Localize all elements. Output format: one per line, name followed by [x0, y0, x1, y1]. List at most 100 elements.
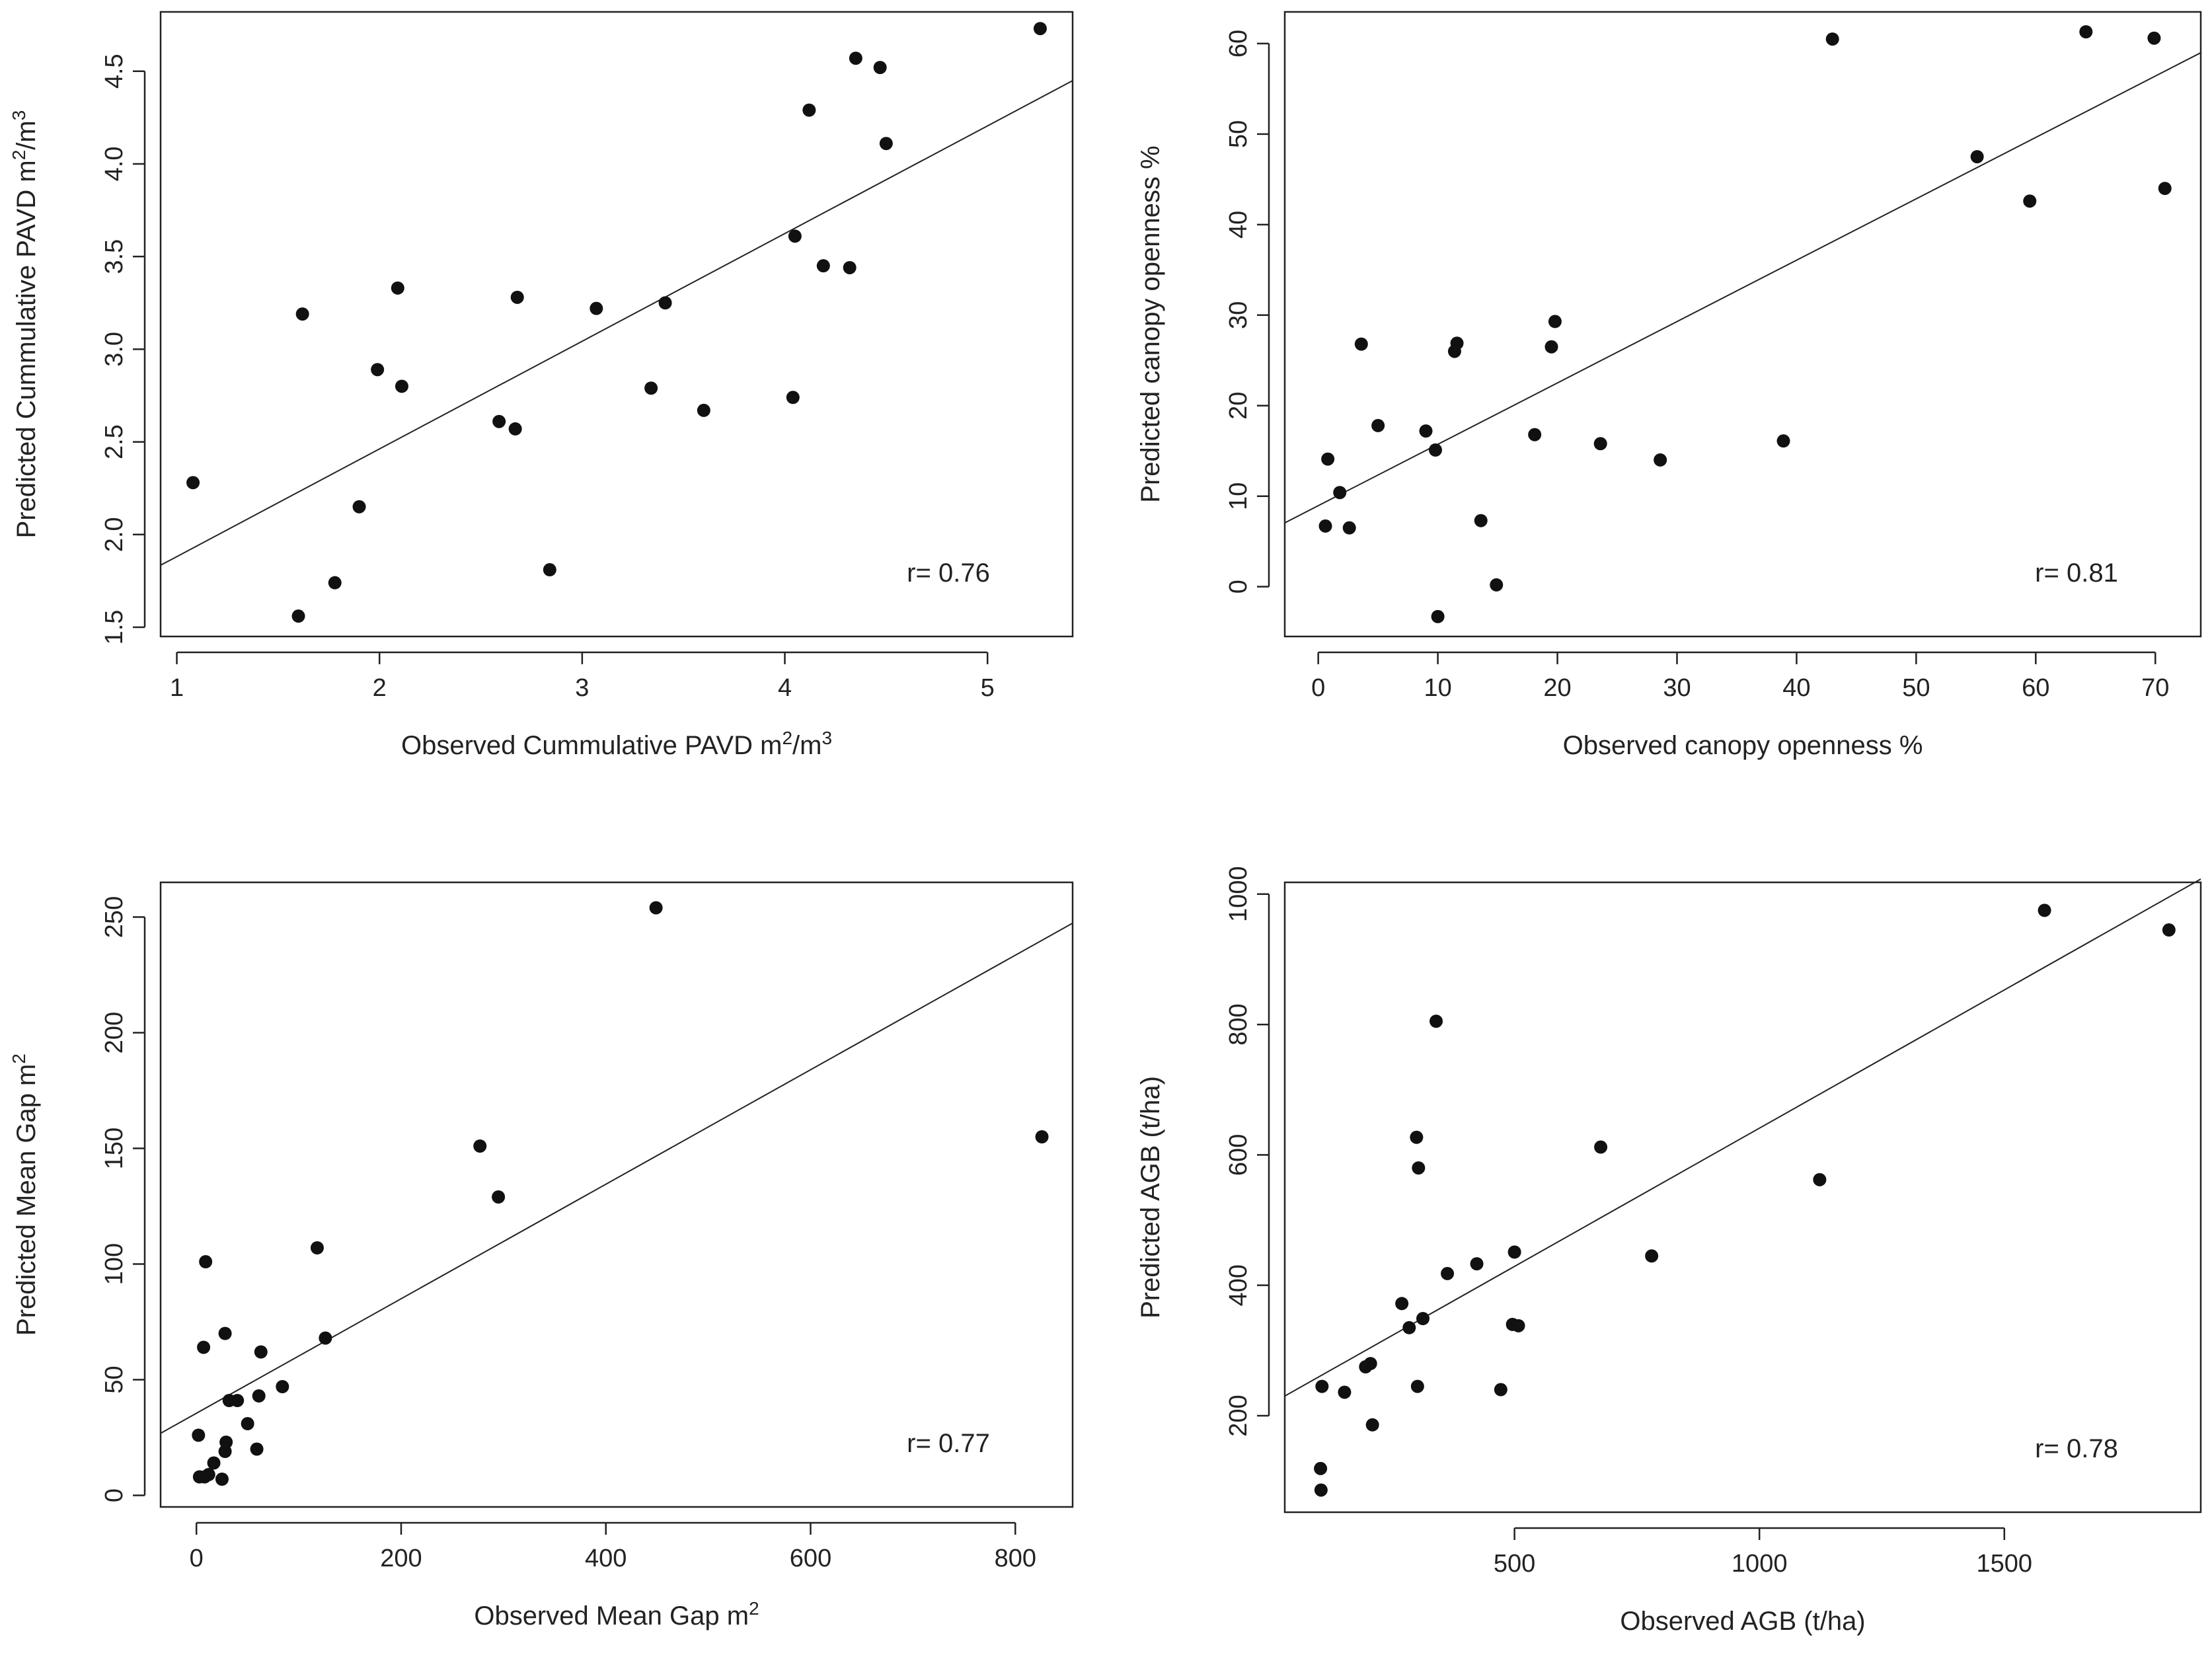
x-tick-label: 30	[1663, 674, 1691, 702]
data-point	[873, 61, 887, 75]
y-axis-label: Predicted AGB (t/ha)	[1136, 1076, 1165, 1319]
x-axis-label-text: Observed Cummulative PAVD m	[401, 731, 782, 760]
x-tick-label: 0	[1311, 674, 1325, 702]
x-tick-label: 40	[1782, 674, 1810, 702]
data-point	[816, 259, 830, 273]
data-point	[207, 1456, 221, 1470]
data-point	[788, 229, 802, 243]
plot-frame	[159, 881, 1074, 1508]
y-tick-label: 800	[1225, 1003, 1252, 1045]
data-point	[199, 1255, 213, 1268]
data-point	[508, 422, 522, 436]
data-point	[254, 1345, 268, 1359]
data-point	[473, 1139, 487, 1153]
data-point	[1528, 428, 1542, 442]
data-point	[1545, 340, 1558, 354]
x-tick-label: 50	[1902, 674, 1930, 702]
y-tick-label: 1.5	[100, 610, 128, 645]
plot-frame	[1283, 881, 2202, 1514]
y-tick-label: 600	[1225, 1134, 1252, 1176]
data-point	[649, 901, 663, 915]
y-tick-label: 0	[1225, 580, 1252, 594]
correlation-label: r= 0.81	[2035, 558, 2118, 588]
data-point	[1654, 453, 1667, 467]
data-point	[1507, 1245, 1521, 1259]
data-point	[1970, 150, 1984, 164]
x-tick-label: 600	[790, 1545, 831, 1572]
y-tick-label: 250	[100, 896, 128, 938]
chart-panel-mean-gap: 0 50 100 150 200 250 0 200 400 600 800 r= 0.77 Ob…	[9, 881, 1074, 1631]
chart-panel-canopy-openness: 0 10 20 30 40 50 60 0 10 20 30 40 50 60 70 r= 0.81 Ob…	[1136, 11, 2202, 760]
y-tick-label: 1000	[1225, 866, 1252, 922]
data-point	[1338, 1385, 1352, 1399]
data-point	[1441, 1266, 1455, 1280]
y-tick-label: 200	[100, 1012, 128, 1054]
data-point	[697, 403, 710, 417]
data-point	[1412, 1161, 1426, 1175]
data-point	[218, 1326, 232, 1340]
data-point	[310, 1241, 324, 1254]
data-point	[1813, 1172, 1827, 1186]
data-point	[1363, 1357, 1377, 1371]
y-tick-label: 60	[1225, 30, 1252, 58]
data-point	[1430, 1015, 1443, 1028]
x-tick-label: 1500	[1977, 1550, 2033, 1578]
data-point	[2147, 31, 2161, 45]
x-tick-label: 60	[2022, 674, 2049, 702]
y-axis-label-text: Predicted Mean Gap m	[12, 1064, 41, 1336]
y-tick-label: 50	[100, 1365, 128, 1393]
data-point	[492, 1190, 506, 1204]
y-tick-label: 0	[100, 1488, 128, 1502]
data-points	[192, 901, 1049, 1486]
y-axis: 0 10 20 30 40 50 60	[1225, 30, 1270, 594]
data-point	[252, 1389, 266, 1403]
data-point	[1035, 1130, 1049, 1143]
data-point	[510, 290, 524, 304]
x-axis-label-text: Observed Mean Gap m	[474, 1601, 749, 1631]
data-point	[879, 137, 893, 151]
chart-panel-pavd: 1.5 2.0 2.5 3.0 3.5 4.0 4.5 1 2 3 4 5 r= 0.76 Obse…	[9, 11, 1074, 761]
x-axis: 0 200 400 600 800	[190, 1521, 1036, 1572]
data-point	[2023, 194, 2037, 208]
x-axis-label: Observed canopy openness %	[1563, 731, 1923, 760]
x-tick-label: 0	[190, 1545, 204, 1572]
data-point	[590, 301, 603, 315]
x-axis: 500 1000 1500	[1494, 1527, 2033, 1578]
x-axis-label: Observed Cummulative PAVD m2/m3	[401, 728, 832, 761]
chart-panel-agb: 200 400 600 800 1000 500 1000 1500 r= 0.78 Obs…	[1136, 866, 2202, 1636]
x-tick-label: 5	[981, 674, 995, 702]
regression-line	[1284, 878, 2201, 1397]
data-point	[658, 296, 672, 310]
data-point	[786, 391, 800, 404]
x-axis-label: Observed Mean Gap m2	[474, 1598, 759, 1631]
data-point	[2079, 25, 2093, 39]
x-tick-label: 800	[995, 1545, 1036, 1572]
data-point	[197, 1340, 211, 1354]
x-tick-label: 200	[380, 1545, 422, 1572]
y-tick-label: 20	[1225, 392, 1252, 420]
x-tick-label: 20	[1543, 674, 1571, 702]
x-axis-label: Observed AGB (t/ha)	[1620, 1607, 1865, 1636]
data-point	[1490, 578, 1504, 592]
y-tick-label: 3.0	[100, 332, 128, 367]
data-point	[1594, 1140, 1608, 1154]
data-point	[1410, 1379, 1424, 1393]
x-tick-label: 2	[373, 674, 387, 702]
data-point	[1314, 1461, 1328, 1475]
data-point	[215, 1473, 229, 1486]
data-point	[1318, 519, 1332, 533]
data-point	[1470, 1257, 1484, 1271]
data-point	[1419, 424, 1433, 438]
data-point	[328, 576, 342, 590]
y-tick-label: 400	[1225, 1264, 1252, 1306]
data-point	[1474, 514, 1488, 527]
data-point	[1511, 1319, 1525, 1332]
data-point	[391, 281, 404, 295]
data-point	[186, 476, 200, 490]
y-tick-label: 100	[100, 1243, 128, 1285]
data-point	[1825, 32, 1839, 46]
y-tick-label: 2.5	[100, 424, 128, 459]
data-points	[186, 22, 1047, 623]
x-axis: 1 2 3 4 5	[170, 651, 995, 702]
data-point	[1776, 434, 1790, 448]
